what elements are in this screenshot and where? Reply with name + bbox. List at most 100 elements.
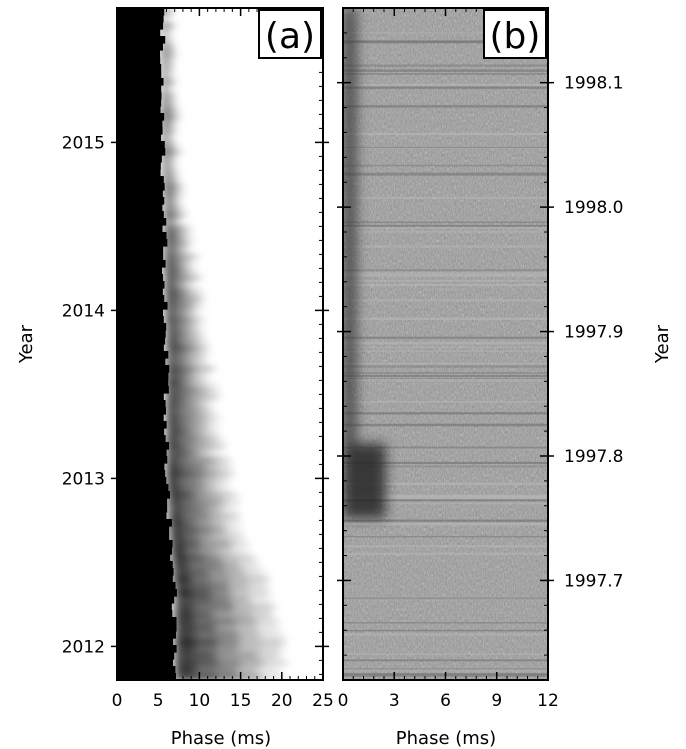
- panel-a-tail-cell: [171, 274, 179, 282]
- panel-a-tail-cell: [187, 393, 198, 401]
- panel-a-tail-cell: [168, 169, 172, 177]
- panel-a-tail-cell: [170, 155, 173, 163]
- panel-a-tail-cell: [224, 498, 239, 506]
- panel-b-xtick-label: 0: [338, 691, 349, 711]
- panel-a-tail-cell: [211, 582, 230, 590]
- panel-a-tail-cell: [168, 36, 170, 44]
- panel-a: 0 5 10 15 20 25 2012 2013 2014 2015 (a) Phase (ms…: [16, 7, 334, 749]
- panel-a-tail-cell: [165, 85, 168, 93]
- panel-a-tail-cell: [179, 288, 188, 296]
- panel-a-tail-cell: [215, 477, 228, 485]
- panel-a-tail-cell: [168, 22, 172, 30]
- panel-a-tail-cell: [191, 456, 204, 464]
- panel-a-tail-cell: [168, 134, 170, 142]
- panel-a-tail-cell: [193, 596, 213, 604]
- panel-a-tail-cell: [217, 645, 239, 653]
- panel-a-tail-cell: [181, 351, 190, 359]
- panel-b-streak: [343, 596, 548, 598]
- panel-b-streak: [343, 86, 548, 89]
- panel-b-streak: [343, 447, 548, 450]
- panel-a-tail-cell: [212, 533, 227, 541]
- panel-a-tail-cell: [229, 575, 249, 583]
- panel-a-tail-cell: [172, 288, 180, 296]
- panel-a-tail-cell: [166, 379, 176, 387]
- panel-a-core-row: [117, 414, 164, 422]
- panel-a-tail-cell: [231, 547, 247, 555]
- panel-a-tail-cell: [189, 316, 197, 324]
- panel-a-core-row: [117, 127, 163, 135]
- panel-b-frame: [342, 7, 549, 681]
- panel-a-tail-cell: [224, 519, 239, 527]
- panel-a-tail-cell: [170, 232, 176, 240]
- panel-a-core-row: [117, 659, 173, 667]
- panel-a-tail-cell: [196, 659, 220, 667]
- panel-a-ytick-label: 2013: [62, 469, 105, 489]
- panel-a-tail-cell: [232, 540, 248, 548]
- panel-a-tail-cell: [185, 540, 202, 548]
- panel-a-tail-cell: [167, 92, 170, 100]
- panel-a-tail-cell: [198, 435, 209, 443]
- panel-a-tail-cell: [164, 232, 171, 240]
- panel-a-tail-cell: [190, 372, 199, 380]
- panel-a-tail-cell: [184, 400, 193, 408]
- panel-a-tail-cell: [166, 29, 168, 37]
- panel-a-tail-cell: [193, 323, 201, 331]
- panel-a-tail-cell: [197, 449, 209, 457]
- panel-a-tail-cell: [165, 295, 173, 303]
- panel-a-tail-cell: [166, 330, 174, 338]
- panel-a-tail-cell: [259, 645, 282, 653]
- panel-a-tail-cell: [164, 190, 168, 198]
- panel-a-core-row: [117, 323, 167, 331]
- panel-a-tail-cell: [218, 673, 240, 680]
- panel-a-tail-cell: [172, 323, 180, 331]
- panel-a-core-row: [117, 309, 163, 317]
- panel-a-core-row: [117, 442, 169, 450]
- panel-a-core-row: [117, 15, 164, 23]
- panel-a-core-row: [117, 302, 168, 310]
- panel-a-tail-cell: [174, 204, 178, 212]
- panel-a-tail-cell: [175, 400, 185, 408]
- panel-a-tail-cell: [171, 183, 176, 191]
- panel-a-tail-cell: [237, 652, 259, 660]
- panel-a-tail-cell: [168, 505, 182, 513]
- panel-a-tail-cell: [164, 134, 167, 142]
- panel-a-tail-cell: [236, 624, 258, 632]
- panel-a-tail-cell: [240, 561, 258, 569]
- panel-a-tail-cell: [174, 190, 179, 198]
- panel-a-tail-cell: [172, 155, 175, 163]
- panel-a-tail-cell: [173, 582, 193, 590]
- panel-b-streak: [343, 372, 548, 374]
- panel-b-streak: [343, 224, 548, 227]
- panel-a-tail-cell: [164, 218, 168, 226]
- panel-a-tail-cell: [186, 547, 202, 555]
- panel-a-core-row: [117, 232, 167, 240]
- panel-b-streak: [343, 105, 548, 108]
- panel-a-tail-cell: [181, 316, 190, 324]
- panel-a-tail-cell: [167, 141, 170, 149]
- panel-b-streak: [343, 227, 548, 229]
- panel-a-tail-cell: [187, 302, 195, 310]
- panel-a-tail-cell: [216, 666, 238, 674]
- panel-a-tail-cell: [195, 295, 203, 303]
- panel-a-tail-cell: [172, 561, 190, 569]
- panel-a-tail-cell: [162, 71, 164, 79]
- panel-a-tail-cell: [174, 617, 196, 625]
- panel-a-tail-cell: [176, 435, 188, 443]
- panel-a-tail-cell: [186, 386, 198, 394]
- panel-a-tail-cell: [179, 470, 193, 478]
- panel-a-ytick-label: 2012: [62, 637, 105, 657]
- panel-a-tail-cell: [176, 428, 187, 436]
- panel-a-tail-cell: [177, 218, 181, 226]
- panel-a-tail-cell: [171, 309, 179, 317]
- panel-a-core-row: [117, 169, 161, 177]
- panel-a-tail-cell: [197, 393, 208, 401]
- panel-a-tail-cell: [171, 218, 175, 226]
- panel-b-streak: [343, 41, 548, 44]
- panel-a-core-row: [117, 43, 163, 51]
- panel-a-tail-cell: [180, 491, 195, 499]
- panel-b-streak: [343, 653, 548, 655]
- panel-a-tail-cell: [261, 673, 284, 680]
- panel-b-streak: [343, 346, 548, 348]
- panel-a-core-row: [117, 134, 162, 142]
